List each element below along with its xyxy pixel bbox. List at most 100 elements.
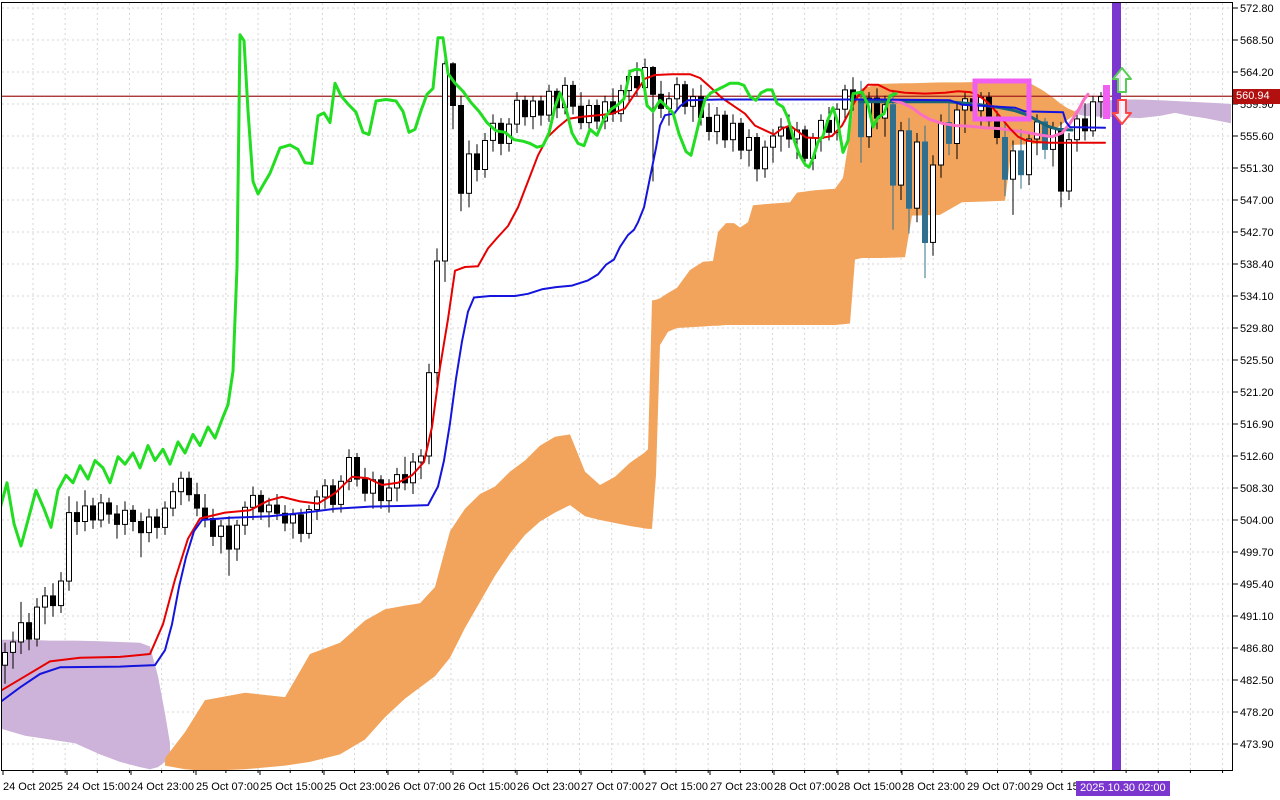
time-axis-label: 25 Oct 15:00 (260, 781, 323, 793)
time-axis-label: 25 Oct 23:00 (324, 781, 387, 793)
candle-body (482, 140, 488, 170)
time-axis-label: 29 Oct 07:00 (967, 781, 1030, 793)
up-arrow-icon (1112, 67, 1132, 93)
series-teal-ma (858, 100, 1074, 132)
time-axis-label: 27 Oct 15:00 (645, 781, 708, 793)
candle-body (762, 146, 768, 170)
candle-body (354, 457, 360, 480)
series-kijun-sen (2, 98, 1106, 703)
price-axis-label: 491.10 (1240, 611, 1274, 623)
candle-body (90, 505, 96, 521)
candle-body (730, 122, 736, 141)
price-axis-label: 516.90 (1240, 419, 1274, 431)
price-axis-label: 534.10 (1240, 291, 1274, 303)
price-axis-label: 508.30 (1240, 483, 1274, 495)
price-axis-label: 525.50 (1240, 355, 1274, 367)
candle-body (50, 595, 56, 607)
candle-body (274, 504, 280, 514)
price-axis-label: 551.30 (1240, 163, 1274, 175)
candle-body (754, 137, 760, 170)
candle-body (858, 100, 864, 138)
candle-body (266, 504, 272, 513)
candle-body (578, 105, 584, 124)
candle-body (890, 104, 896, 186)
candle-body (170, 491, 176, 509)
price-axis-label: 555.60 (1240, 131, 1274, 143)
candle-body (282, 512, 288, 524)
candle-body (426, 372, 432, 457)
time-axis-label: 26 Oct 15:00 (453, 781, 516, 793)
candle-body (634, 76, 640, 89)
price-axis-label: 572.80 (1240, 3, 1274, 15)
candle-body (1018, 150, 1024, 176)
candle-body (514, 99, 520, 125)
candle-body (898, 130, 904, 186)
candle-body (146, 516, 152, 534)
price-axis-label: 568.50 (1240, 35, 1274, 47)
price-axis-label: 478.20 (1240, 707, 1274, 719)
candle-body (122, 509, 128, 525)
candle-body (474, 153, 480, 170)
candle-body (106, 502, 112, 515)
future-date-badge: 2025.10.30 02:00 (1076, 781, 1170, 796)
down-arrow-icon (1112, 99, 1132, 125)
candle-body (338, 480, 344, 505)
kumo-purple-left (2, 639, 170, 770)
candle-body (10, 641, 16, 653)
candle-body (42, 595, 48, 608)
time-axis-label: 28 Oct 15:00 (838, 781, 901, 793)
future-date-vline (1112, 3, 1121, 770)
time-axis-label: 27 Oct 07:00 (581, 781, 644, 793)
time-axis-label: 28 Oct 23:00 (902, 781, 965, 793)
candle-body (34, 606, 40, 640)
candle-body (226, 525, 232, 550)
candle-body (914, 141, 920, 209)
candle-body (434, 260, 440, 374)
candles-group (2, 51, 1104, 684)
candle-body (154, 516, 160, 528)
candle-body (138, 521, 144, 534)
candle-body (522, 99, 528, 118)
candle-body (234, 524, 240, 550)
candle-body (714, 114, 720, 133)
candle-body (586, 105, 592, 124)
time-axis-label: 24 Oct 15:00 (67, 781, 130, 793)
candle-body (194, 494, 200, 509)
candle-body (2, 652, 8, 666)
candle-body (442, 63, 448, 262)
candle-body (74, 512, 80, 522)
price-axis-label: 512.60 (1240, 451, 1274, 463)
price-axis-label: 564.20 (1240, 67, 1274, 79)
candle-body (298, 514, 304, 534)
candle-body (1074, 118, 1080, 141)
plot-border (1, 2, 1233, 771)
candle-body (250, 494, 256, 508)
series-tenkan-sen (2, 73, 1106, 692)
candle-body (802, 129, 808, 159)
candle-body (770, 135, 776, 148)
candle-body (378, 479, 384, 502)
time-axis-label: 27 Oct 23:00 (710, 781, 773, 793)
price-axis-label: 529.80 (1240, 323, 1274, 335)
candle-body (466, 153, 472, 194)
time-axis-label: 28 Oct 07:00 (774, 781, 837, 793)
candle-body (1058, 128, 1064, 192)
candle-body (290, 514, 296, 524)
candle-body (322, 485, 328, 498)
candle-body (346, 457, 352, 482)
time-axis-label: 25 Oct 07:00 (196, 781, 259, 793)
candle-body (546, 90, 552, 116)
magenta-bar (1103, 85, 1110, 119)
candle-body (218, 525, 224, 537)
price-axis-label: 521.20 (1240, 387, 1274, 399)
candle-body (674, 84, 680, 100)
candle-body (306, 509, 312, 534)
price-axis-label: 495.40 (1240, 579, 1274, 591)
candle-body (1034, 121, 1040, 140)
candle-body (1050, 128, 1056, 150)
candle-body (458, 105, 464, 194)
candle-body (594, 105, 600, 122)
candle-body (114, 513, 120, 525)
kumo-orange (165, 81, 1075, 770)
